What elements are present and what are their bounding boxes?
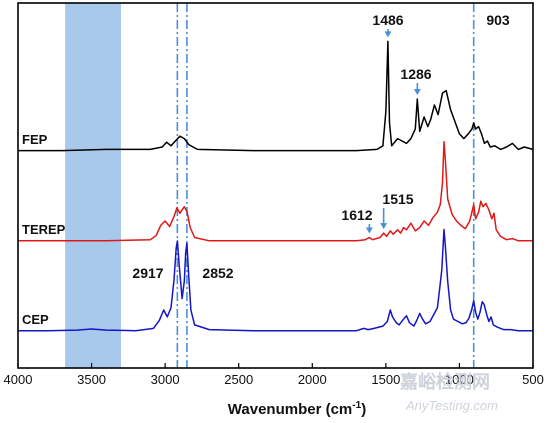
x-tick-label-3000: 3000	[151, 372, 180, 387]
annotation-2852: 2852	[202, 265, 233, 281]
x-tick-label-4000: 4000	[4, 372, 33, 387]
x-axis-ticks: 4000 3500 3000 2500 2000 1500 1000 500	[4, 363, 544, 387]
x-tick-label-3500: 3500	[77, 372, 106, 387]
annotation-1286: 1286	[400, 66, 431, 82]
x-tick-label-2500: 2500	[224, 372, 253, 387]
watermark: 嘉峪检测网 AnyTesting.com	[399, 371, 498, 413]
series-label-cep: CEP	[22, 312, 49, 327]
watermark-en: AnyTesting.com	[405, 398, 498, 413]
series-fep	[18, 40, 534, 152]
x-tick-label-1000: 1000	[445, 372, 474, 387]
plot-frame	[17, 2, 534, 369]
x-tick-label-1500: 1500	[371, 372, 400, 387]
series-cep	[18, 228, 533, 332]
x-tick-label-500: 500	[522, 372, 544, 387]
watermark-cn: 嘉峪检测网	[399, 371, 490, 393]
annotation-1515: 1515	[382, 191, 413, 207]
spectra-layer	[18, 40, 534, 332]
annotation-1486: 1486	[372, 12, 403, 28]
annotation-arrowhead-1286	[413, 89, 421, 95]
annotation-arrowhead-1612	[365, 227, 373, 234]
annotation-903: 903	[486, 12, 510, 28]
annotation-arrowhead-1515	[380, 223, 388, 230]
series-terep	[18, 141, 533, 242]
dash-dot-reference-lines	[176, 3, 475, 368]
x-axis-title: Wavenumber (cm-1)	[228, 400, 366, 418]
annotation-arrowhead-1486	[384, 31, 392, 38]
series-label-fep: FEP	[22, 132, 48, 147]
series-label-terep: TEREP	[22, 222, 66, 237]
annotation-1612: 1612	[341, 207, 372, 223]
series-labels: FEP TEREP CEP	[22, 132, 66, 327]
highlight-band	[65, 3, 121, 368]
annotation-2917: 2917	[132, 265, 163, 281]
x-tick-label-2000: 2000	[298, 372, 327, 387]
peak-annotations: 1486 1286 903 1612 1515 2917 2852	[132, 12, 509, 281]
